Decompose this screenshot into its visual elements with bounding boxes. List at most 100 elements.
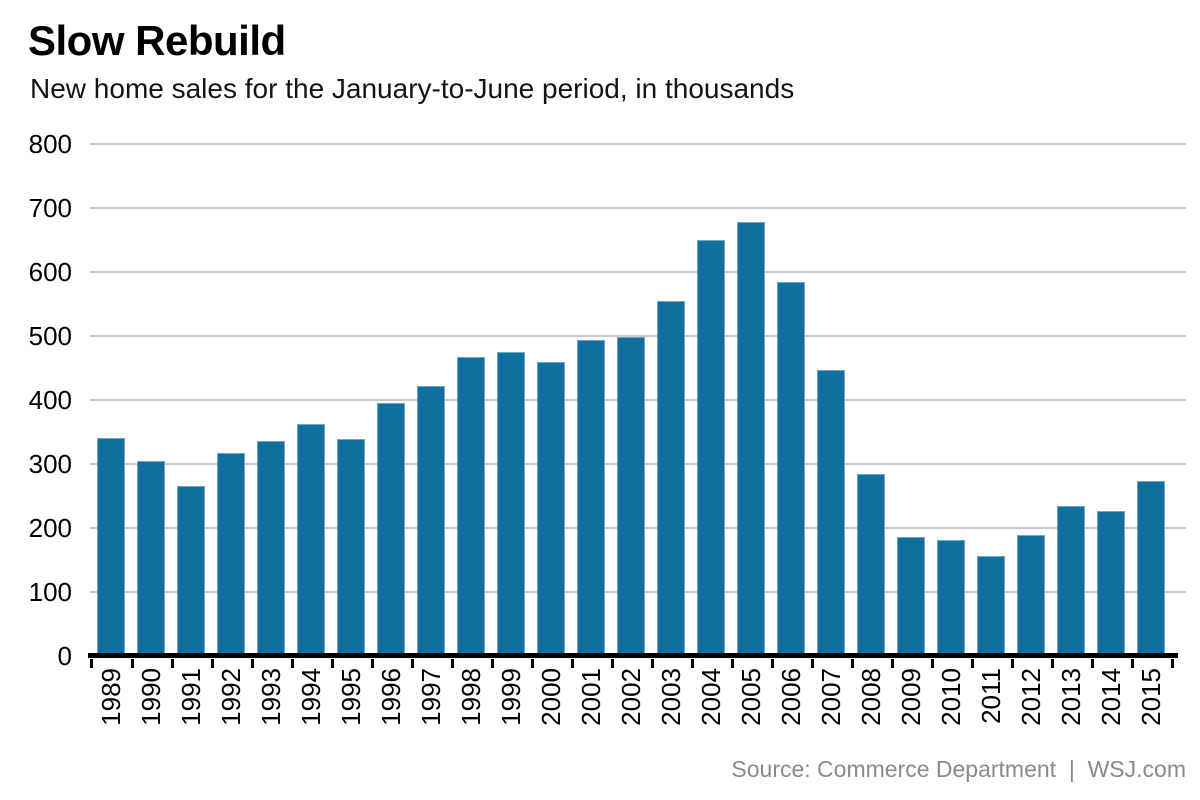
x-tick-label-1991: 1991 [176, 668, 206, 726]
x-label-cell-1995: 1995 [336, 668, 366, 754]
x-axis-labels: 1989 1990 1991 1992 1993 1994 1995 1996 1997 1998… [90, 668, 1186, 754]
bar-1999 [497, 352, 525, 656]
x-tick-3 [211, 659, 214, 668]
x-tick-label-2003: 2003 [656, 668, 686, 726]
bar-1996 [377, 402, 405, 656]
y-tick-label-600: 600 [28, 257, 72, 287]
x-tick-label-1997: 1997 [416, 668, 446, 726]
x-tick-21 [931, 659, 934, 668]
y-axis-labels: 0 100 200 300 400 500 600 700 800 [0, 129, 72, 671]
x-tick-label-2010: 2010 [936, 668, 966, 726]
x-tick-0 [90, 659, 93, 668]
x-label-cell-1990: 1990 [136, 668, 166, 754]
x-tick-16 [731, 659, 734, 668]
y-tick-label-700: 700 [28, 193, 72, 223]
x-label-cell-2012: 2012 [1016, 668, 1046, 754]
bar-2013 [1057, 506, 1085, 656]
x-axis-ticks [90, 656, 1186, 668]
x-tick-23 [1011, 659, 1014, 668]
x-label-cell-1993: 1993 [256, 668, 286, 754]
x-tick-11 [531, 659, 534, 668]
x-label-cell-2009: 2009 [896, 668, 926, 754]
bar-2015 [1137, 481, 1165, 656]
bar-1992 [217, 453, 245, 656]
x-tick-label-2002: 2002 [616, 668, 646, 726]
bar-2008 [857, 474, 885, 656]
gridline-700 [90, 207, 1186, 209]
bar-2009 [897, 536, 925, 656]
bar-2014 [1097, 511, 1125, 656]
bar-2007 [817, 369, 845, 656]
x-tick-label-2007: 2007 [816, 668, 846, 726]
x-tick-label-1993: 1993 [256, 668, 286, 726]
x-label-cell-2015: 2015 [1136, 668, 1166, 754]
x-label-cell-2004: 2004 [696, 668, 726, 754]
bar-2011 [977, 556, 1005, 656]
x-tick-2 [171, 659, 174, 668]
gridline-500 [90, 335, 1186, 337]
x-tick-14 [651, 659, 654, 668]
plot-area [88, 143, 1186, 668]
x-tick-label-2004: 2004 [696, 668, 726, 726]
x-label-cell-2001: 2001 [576, 668, 606, 754]
y-tick-label-800: 800 [28, 129, 72, 159]
x-tick-7 [371, 659, 374, 668]
y-tick-label-300: 300 [28, 449, 72, 479]
x-tick-24 [1051, 659, 1054, 668]
x-tick-label-2001: 2001 [576, 668, 606, 726]
x-tick-label-2000: 2000 [536, 668, 566, 726]
y-tick-label-500: 500 [28, 321, 72, 351]
x-axis-line [88, 653, 1178, 658]
x-tick-label-2012: 2012 [1016, 668, 1046, 726]
bar-1997 [417, 385, 445, 656]
x-tick-label-2006: 2006 [776, 668, 806, 726]
x-label-cell-2013: 2013 [1056, 668, 1086, 754]
bar-2006 [777, 281, 805, 656]
x-tick-label-1998: 1998 [456, 668, 486, 726]
x-tick-19 [851, 659, 854, 668]
bar-1998 [457, 357, 485, 656]
x-tick-label-1992: 1992 [216, 668, 246, 726]
source-note: Source: Commerce Department | WSJ.com [731, 756, 1186, 782]
x-label-cell-1997: 1997 [416, 668, 446, 754]
x-tick-12 [571, 659, 574, 668]
bar-2002 [617, 337, 645, 656]
x-tick-8 [411, 659, 414, 668]
bar-2004 [697, 240, 725, 656]
bar-1993 [257, 440, 285, 656]
bar-1990 [137, 460, 165, 656]
gridline-800 [90, 143, 1186, 145]
x-tick-label-1994: 1994 [296, 668, 326, 726]
bar-1991 [177, 485, 205, 656]
x-label-cell-2000: 2000 [536, 668, 566, 754]
x-label-cell-1999: 1999 [496, 668, 526, 754]
x-tick-6 [331, 659, 334, 668]
bar-1989 [97, 438, 125, 656]
x-label-cell-2011: 2011 [976, 668, 1006, 754]
x-label-cell-1998: 1998 [456, 668, 486, 754]
x-tick-label-2014: 2014 [1096, 668, 1126, 726]
x-tick-26 [1131, 659, 1134, 668]
bar-1994 [297, 423, 325, 656]
bar-2005 [737, 222, 765, 656]
x-tick-label-2011: 2011 [976, 668, 1006, 724]
x-tick-label-1995: 1995 [336, 668, 366, 726]
gridline-600 [90, 271, 1186, 273]
x-tick-label-1989: 1989 [96, 668, 126, 726]
x-tick-label-2009: 2009 [896, 668, 926, 726]
x-tick-9 [451, 659, 454, 668]
x-label-cell-1996: 1996 [376, 668, 406, 754]
bar-2012 [1017, 535, 1045, 656]
x-label-cell-2003: 2003 [656, 668, 686, 754]
bars-group [90, 144, 1186, 656]
x-tick-22 [971, 659, 974, 668]
x-tick-25 [1091, 659, 1094, 668]
x-tick-label-1996: 1996 [376, 668, 406, 726]
x-tick-10 [491, 659, 494, 668]
x-tick-1 [131, 659, 134, 668]
y-tick-label-400: 400 [28, 385, 72, 415]
x-label-cell-2008: 2008 [856, 668, 886, 754]
x-tick-13 [611, 659, 614, 668]
x-label-cell-2007: 2007 [816, 668, 846, 754]
